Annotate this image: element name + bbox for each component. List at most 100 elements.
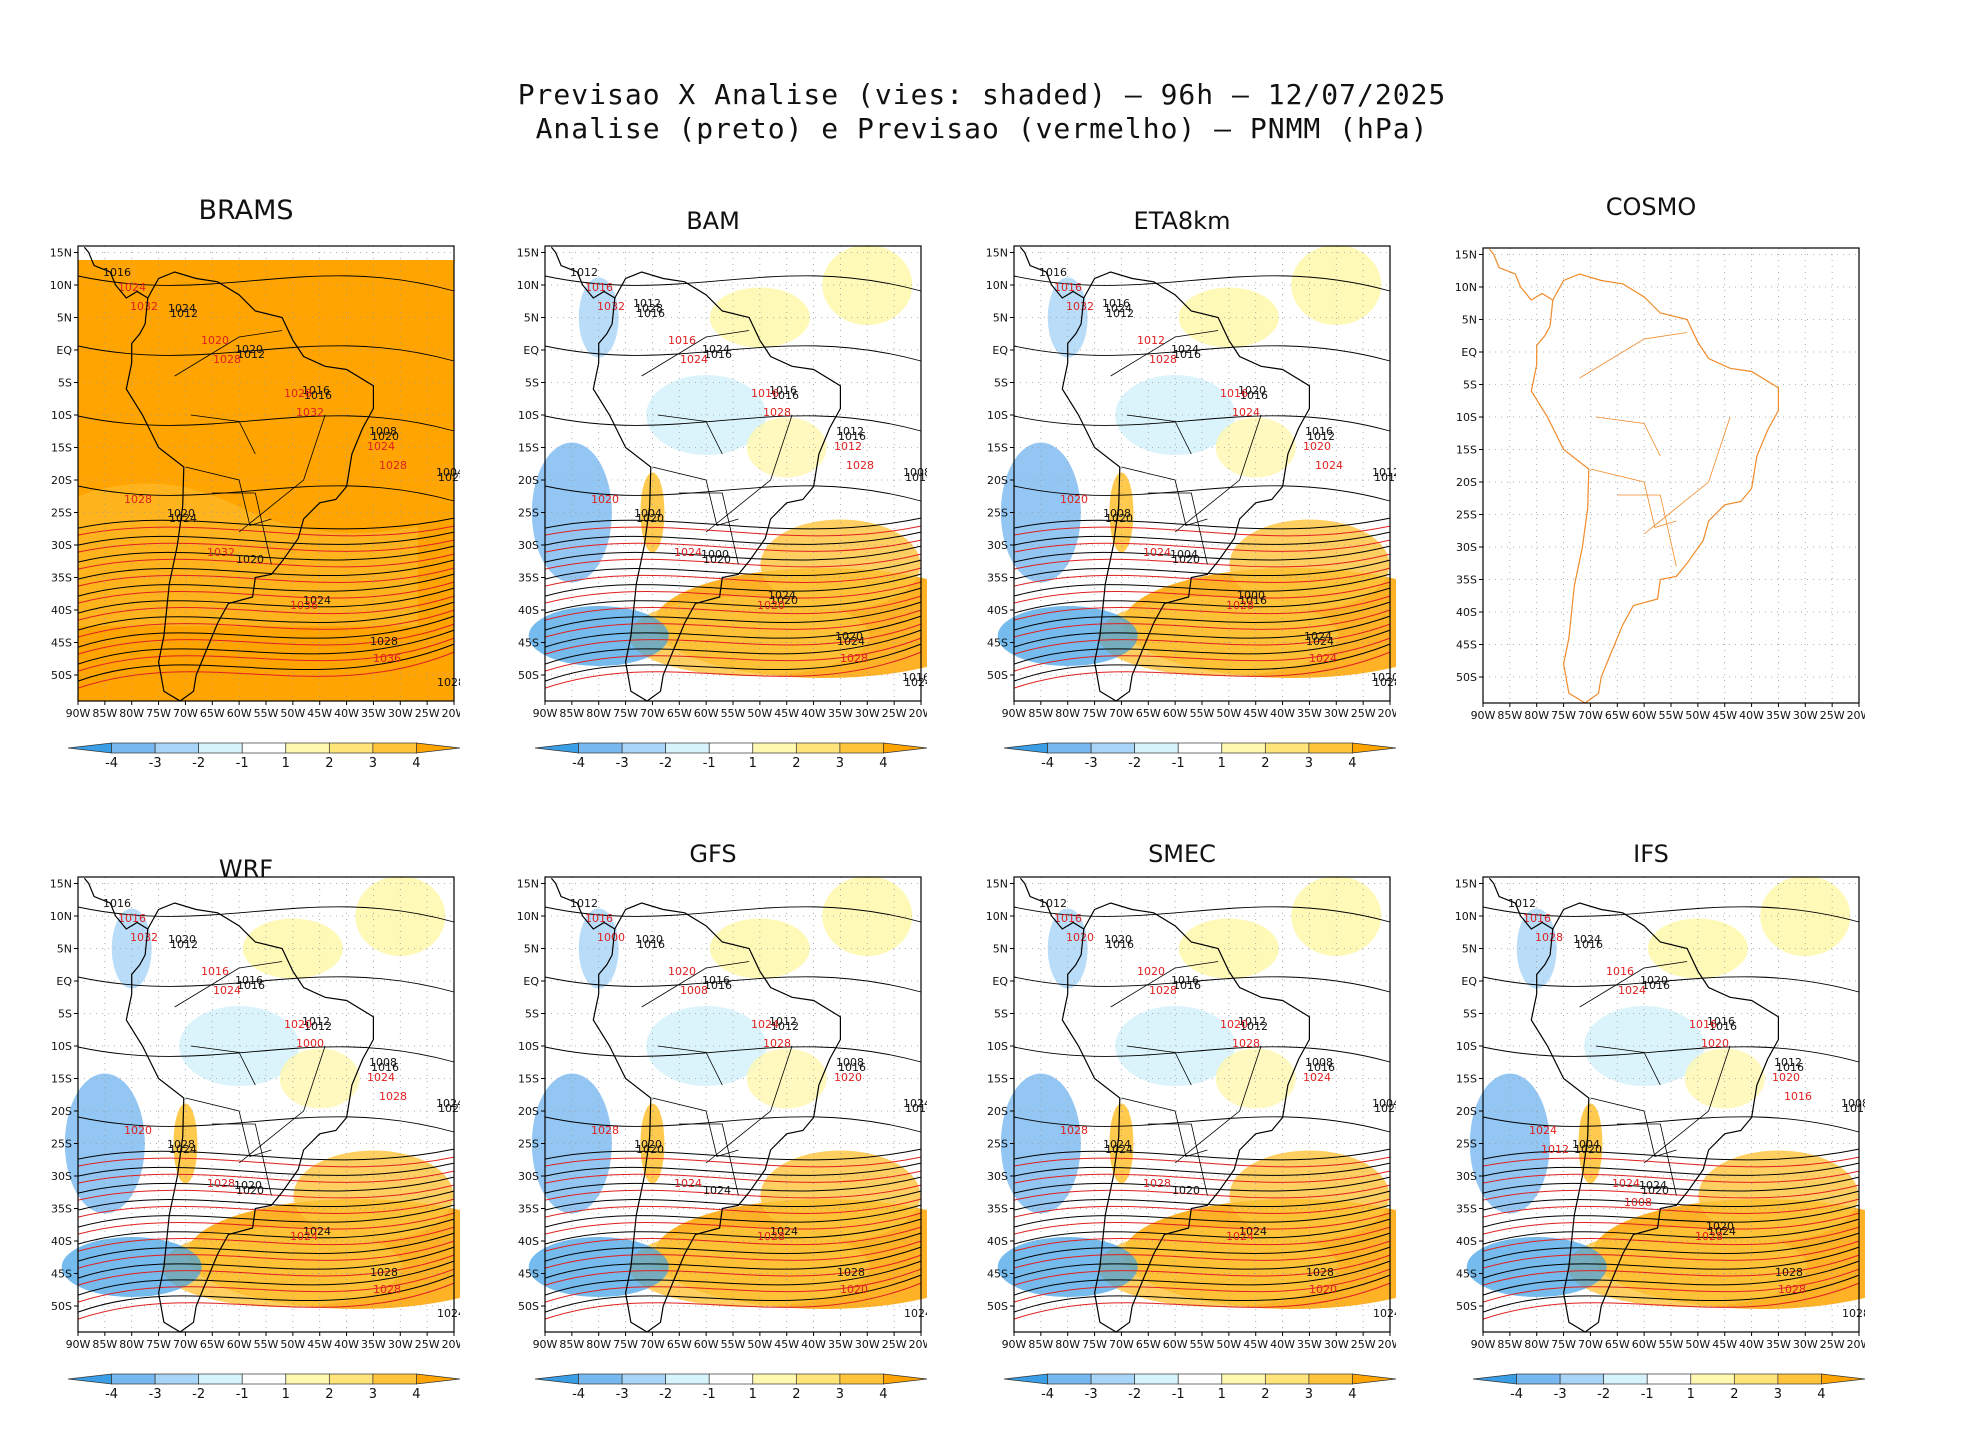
lat-label: 15N — [1455, 249, 1477, 262]
lon-label: 30W — [1793, 1338, 1818, 1351]
isobar-label-forecast: 1028 — [846, 459, 874, 472]
country-border — [238, 1045, 326, 1164]
lon-label: 80W — [1524, 1338, 1549, 1351]
isobar-analysis — [544, 629, 922, 665]
isobar-analysis — [77, 1116, 455, 1133]
colorbar-label: 3 — [1774, 1387, 1782, 1402]
colorbar-brams: -4 -3 -2 -1 1 2 3 4 — [67, 742, 461, 771]
isobar-analysis — [544, 601, 922, 631]
isobar-label-analysis: 1016 — [838, 430, 866, 443]
isobar-analysis — [544, 1204, 922, 1228]
isobar-label-forecast: 1028 — [1778, 1283, 1806, 1296]
isobar-analysis — [544, 1190, 922, 1211]
isobar-analysis — [1013, 587, 1391, 614]
isobar-analysis — [544, 517, 922, 530]
colorbar-segment — [372, 1373, 417, 1385]
colorbar-label: 2 — [1261, 1387, 1269, 1402]
bias-shading — [709, 918, 810, 979]
isobar-analysis — [1482, 1046, 1860, 1063]
isobar-label-forecast: 1000 — [296, 1037, 324, 1050]
isobar-label-analysis: 1020 — [634, 1138, 662, 1151]
isobar-label-forecast: 1012 — [834, 440, 862, 453]
colorbar-segment — [1090, 742, 1136, 754]
isobar-label-forecast: 1016 — [118, 912, 146, 925]
coastline — [550, 877, 616, 930]
lat-label: 15S — [987, 442, 1008, 455]
lat-label: 40S — [1456, 606, 1477, 619]
isobar-label-analysis: 1020 — [770, 594, 798, 607]
isobar-analysis — [544, 1162, 922, 1177]
lat-label: 5S — [525, 1008, 539, 1021]
isobar-forecast — [544, 1212, 922, 1235]
colorbar-segment — [621, 1373, 667, 1385]
map-panel-gfs: 1012101610161012101610161020102410241028… — [517, 876, 927, 1351]
isobar-analysis — [1482, 1274, 1860, 1313]
lat-label: 5N — [1462, 314, 1477, 327]
lat-label: 10S — [518, 409, 539, 422]
isobar-label-analysis: 1012 — [570, 266, 598, 279]
lon-label: 75W — [1551, 1338, 1576, 1351]
lon-label: 35W — [361, 707, 386, 720]
lon-label: 45W — [1243, 707, 1268, 720]
lat-label: 50S — [518, 669, 539, 682]
lon-label: 45W — [307, 1338, 332, 1351]
isobar-label-analysis: 1024 — [703, 1184, 731, 1197]
colorbar-segment — [708, 742, 754, 754]
isobar-label-analysis: 1016 — [1173, 348, 1201, 361]
isobar-label-analysis: 1024 — [1708, 1225, 1736, 1238]
lat-label: 40S — [51, 604, 72, 617]
lon-label: 40W — [801, 1338, 826, 1351]
colorbar-segment — [1352, 1373, 1397, 1385]
coastline — [1488, 248, 1554, 301]
isobar-label-analysis: 1020 — [371, 430, 399, 443]
isobar-label-analysis: 1008 — [369, 425, 397, 438]
coastline — [1019, 877, 1085, 930]
isobar-analysis — [77, 1246, 455, 1279]
lat-label: 15N — [1455, 878, 1477, 891]
isobar-forecast — [1013, 1226, 1391, 1252]
isobar-label-analysis: 1024 — [169, 512, 197, 525]
lat-label: EQ — [1461, 346, 1477, 359]
country-border — [1110, 961, 1219, 1008]
isobar-label-forecast: 1016 — [585, 912, 613, 925]
lat-label: 50S — [1456, 671, 1477, 684]
isobar-label-analysis: 1012 — [1508, 897, 1536, 910]
lat-label: 30S — [987, 539, 1008, 552]
isobar-forecast — [77, 623, 455, 655]
lat-label: 25S — [1456, 1138, 1477, 1151]
isobar-analysis — [1013, 1246, 1391, 1279]
isobar-label-forecast: 1028 — [379, 1090, 407, 1103]
lat-label: 40S — [51, 1235, 72, 1248]
lon-label: 70W — [1578, 1338, 1603, 1351]
lat-label: 10N — [517, 910, 539, 923]
lon-label: 75W — [613, 707, 638, 720]
isobar-label-forecast: 1024 — [674, 1177, 702, 1190]
lon-label: 20W — [1378, 707, 1396, 720]
isobar-analysis — [77, 601, 455, 631]
isobar-analysis — [77, 531, 455, 546]
isobar-analysis — [77, 1260, 455, 1296]
isobar-forecast — [1013, 539, 1391, 553]
lat-label: 10S — [987, 409, 1008, 422]
isobar-label-analysis: 1016 — [235, 974, 263, 987]
lat-label: 10S — [987, 1040, 1008, 1053]
coastline — [1530, 902, 1779, 1333]
colorbar-segment — [708, 1373, 754, 1385]
isobar-forecast — [544, 539, 922, 553]
lat-label: 5N — [524, 943, 539, 956]
lon-label: 65W — [200, 707, 225, 720]
lat-label: 40S — [518, 604, 539, 617]
panel-title-eta8km: ETA8km — [1133, 207, 1231, 235]
isobar-label-forecast: 1016 — [585, 281, 613, 294]
isobar-forecast — [1013, 595, 1391, 621]
isobar-analysis — [77, 1176, 455, 1194]
isobar-forecast — [77, 553, 455, 570]
colorbar-label: -1 — [236, 756, 249, 771]
isobar-forecast — [77, 1254, 455, 1286]
lat-label: 30S — [987, 1170, 1008, 1183]
lon-label: 55W — [721, 707, 746, 720]
lat-label: 35S — [1456, 574, 1477, 587]
country-border — [212, 492, 272, 565]
isobar-label-analysis: 1008 — [836, 1056, 864, 1069]
lon-label: 90W — [1471, 1338, 1496, 1351]
